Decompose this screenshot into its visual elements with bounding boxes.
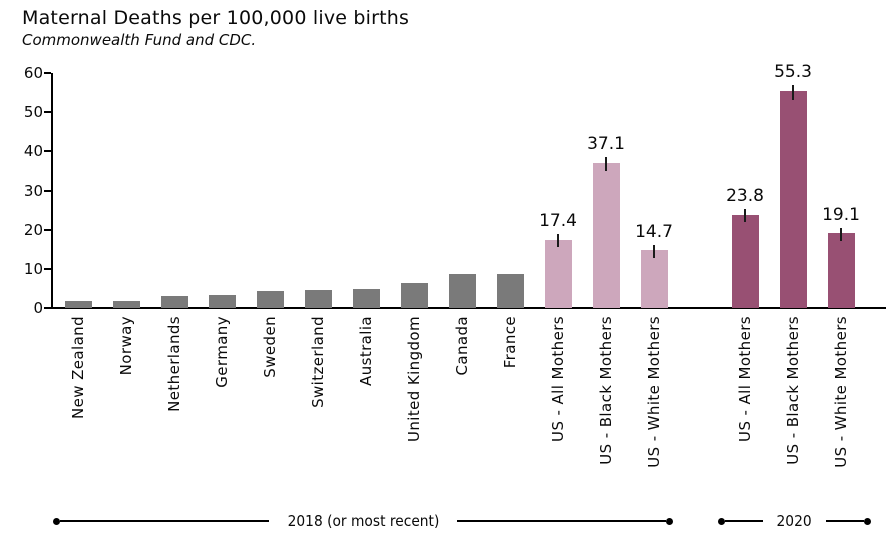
error-bar bbox=[744, 209, 746, 223]
group-dot-icon bbox=[53, 517, 60, 525]
bar-value-label: 19.1 bbox=[822, 204, 860, 225]
group-line bbox=[457, 520, 667, 522]
y-tick bbox=[44, 228, 51, 231]
bar-value-label: 37.1 bbox=[587, 133, 625, 154]
y-tick bbox=[44, 111, 51, 114]
y-tick bbox=[44, 72, 51, 74]
error-bar bbox=[605, 156, 607, 171]
chart-title: Maternal Deaths per 100,000 live births bbox=[22, 7, 410, 29]
bar bbox=[544, 239, 572, 308]
bar bbox=[352, 289, 380, 308]
x-tick-label: Netherlands bbox=[165, 316, 183, 412]
x-tick-label: Australia bbox=[357, 316, 375, 386]
bar-value-label: 17.4 bbox=[539, 211, 577, 232]
y-tick-label: 10 bbox=[23, 259, 43, 278]
x-tick-label: Germany bbox=[213, 316, 231, 388]
chart-subtitle: Commonwealth Fund and CDC. bbox=[22, 31, 257, 49]
group-axis-2018: 2018 (or most recent) bbox=[53, 508, 674, 534]
bar bbox=[112, 300, 140, 308]
y-tick-label: 50 bbox=[23, 103, 43, 122]
group-label: 2018 (or most recent) bbox=[287, 512, 439, 530]
y-tick bbox=[44, 150, 51, 153]
y-tick bbox=[44, 267, 51, 270]
x-tick-label: Sweden bbox=[261, 316, 279, 378]
y-tick-label: 0 bbox=[33, 299, 43, 317]
group-dot-icon bbox=[718, 517, 725, 525]
y-axis-line bbox=[51, 73, 53, 308]
group-line bbox=[60, 520, 269, 522]
x-tick-label: Switzerland bbox=[309, 316, 327, 408]
x-tick-label: Norway bbox=[117, 316, 135, 376]
bar-value-label: 23.8 bbox=[726, 186, 764, 207]
x-tick-label: US - Black Mothers bbox=[597, 316, 615, 465]
bar bbox=[256, 291, 284, 308]
bar bbox=[592, 162, 620, 308]
y-tick-label: 30 bbox=[23, 181, 43, 200]
error-bar bbox=[840, 227, 842, 241]
bar bbox=[496, 273, 524, 308]
error-bar bbox=[792, 85, 794, 100]
group-dot-icon bbox=[864, 517, 871, 525]
bar bbox=[448, 274, 476, 308]
x-tick-label: New Zealand bbox=[69, 316, 87, 419]
group-label: 2020 bbox=[776, 512, 813, 530]
group-dot-icon bbox=[666, 517, 674, 525]
x-axis-line bbox=[51, 307, 886, 309]
bar bbox=[400, 282, 428, 308]
x-tick-label: France bbox=[501, 316, 519, 369]
bar bbox=[160, 296, 188, 308]
x-tick-label: US - All Mothers bbox=[736, 316, 754, 442]
bar-value-label: 14.7 bbox=[635, 222, 673, 243]
bar bbox=[827, 233, 855, 308]
error-bar bbox=[653, 245, 655, 258]
x-tick-label: US - White Mothers bbox=[832, 316, 850, 468]
y-tick bbox=[44, 189, 51, 192]
group-line bbox=[725, 520, 764, 522]
bar bbox=[779, 91, 807, 308]
bar bbox=[640, 250, 668, 308]
x-tick-label: US - White Mothers bbox=[645, 316, 663, 468]
bar-value-label: 55.3 bbox=[774, 62, 812, 83]
bar bbox=[304, 289, 332, 308]
group-axis-2020: 2020 bbox=[718, 508, 871, 534]
x-tick-label: Canada bbox=[453, 316, 471, 376]
x-tick-label: US - All Mothers bbox=[549, 316, 567, 442]
error-bar bbox=[557, 234, 559, 248]
x-tick-label: US - Black Mothers bbox=[784, 316, 802, 465]
x-tick-label: United Kingdom bbox=[405, 316, 423, 442]
y-tick bbox=[44, 307, 51, 309]
y-tick-label: 20 bbox=[23, 220, 43, 239]
bar bbox=[64, 301, 92, 308]
bar bbox=[731, 214, 759, 308]
group-line bbox=[825, 520, 864, 522]
bar bbox=[208, 295, 236, 308]
y-tick-label: 60 bbox=[23, 64, 43, 82]
y-tick-label: 40 bbox=[23, 142, 43, 161]
